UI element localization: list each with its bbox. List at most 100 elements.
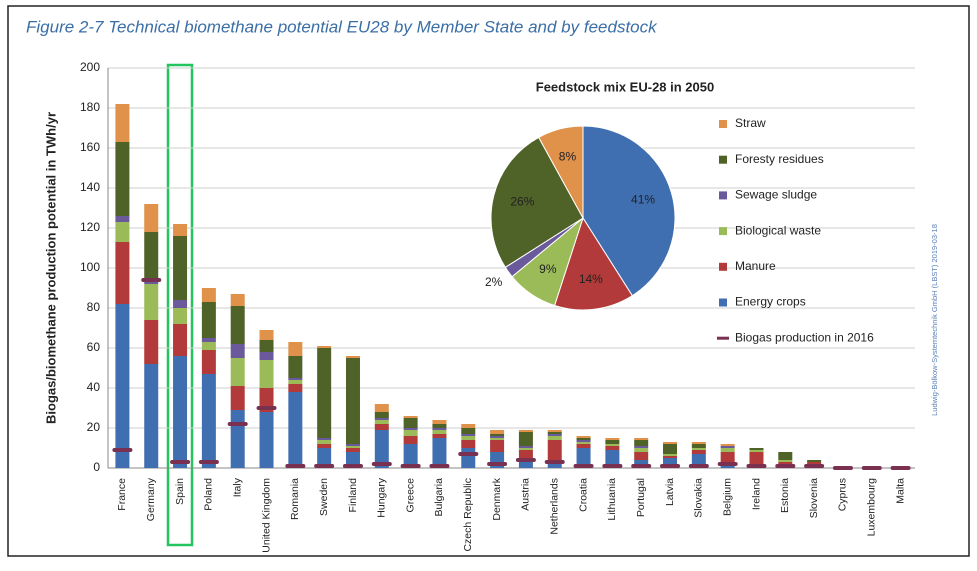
bar-segment (201, 342, 216, 350)
bar-segment (259, 360, 274, 388)
y-tick-label: 40 (87, 380, 101, 394)
bar-segment (547, 434, 562, 436)
bar-segment (461, 434, 476, 436)
bar-segment (144, 204, 159, 232)
x-tick-label: Poland (203, 478, 215, 511)
legend-swatch (719, 227, 727, 236)
bar-segment (749, 452, 764, 466)
legend-label: Energy crops (735, 295, 806, 309)
bar-segment (461, 448, 476, 468)
bar-segment (403, 428, 418, 430)
bar-segment (663, 444, 678, 454)
bar-segment (490, 436, 505, 438)
bar-segment (518, 450, 533, 458)
bar-segment (634, 438, 649, 440)
pie-slice (537, 125, 584, 219)
x-tick-label: Austria (520, 478, 532, 511)
x-tick-label: Belgium (721, 478, 733, 516)
bar-segment (518, 432, 533, 446)
x-tick-label: Romania (289, 478, 301, 520)
legend-label: Straw (735, 116, 766, 130)
x-tick-label: Germany (145, 477, 157, 521)
x-tick-label: Latvia (664, 478, 676, 506)
y-tick-label: 80 (87, 300, 101, 314)
bar-segment (201, 288, 216, 302)
bar-segment (230, 358, 245, 386)
bar-segment (288, 380, 303, 384)
bar-segment (461, 440, 476, 448)
bar-segment (317, 448, 332, 468)
bar-segment (720, 444, 735, 446)
legend-label: Sewage sludge (735, 188, 817, 202)
source-note: Ludwig-Bölkow-Systemtechnik GmbH (LBST) … (930, 224, 939, 416)
bar-segment (432, 438, 447, 468)
pie-label: 14% (579, 272, 603, 286)
bar-segment (173, 224, 188, 236)
bar-segment (749, 450, 764, 452)
bar-segment (605, 440, 620, 444)
bar-segment (230, 410, 245, 468)
x-tick-label: United Kingdom (260, 478, 272, 553)
x-tick-label: Malta (894, 478, 906, 504)
bar-segment (432, 424, 447, 428)
bar-segment (115, 304, 130, 468)
bar-segment (345, 448, 360, 452)
bar-segment (634, 440, 649, 446)
y-tick-label: 60 (87, 340, 101, 354)
bar-segment (634, 446, 649, 448)
legend-label: Foresty residues (735, 152, 824, 166)
y-tick-label: 0 (93, 460, 100, 474)
bar-segment (345, 356, 360, 358)
pie-label: 26% (510, 195, 534, 209)
bar-segment (778, 462, 793, 464)
y-tick-label: 100 (80, 260, 100, 274)
bar-segment (576, 448, 591, 468)
y-tick-label: 20 (87, 420, 101, 434)
chart-title: Figure 2-7 Technical biomethane potentia… (26, 17, 658, 36)
bar-segment (691, 442, 706, 444)
pie-title: Feedstock mix EU-28 in 2050 (536, 79, 714, 94)
legend-swatch (719, 262, 727, 271)
bar-segment (144, 320, 159, 364)
bar-segment (115, 142, 130, 216)
x-tick-label: Italy (231, 477, 243, 497)
bar-segment (230, 294, 245, 306)
bar-segment (663, 456, 678, 458)
bar-segment (490, 440, 505, 452)
bar-segment (518, 430, 533, 432)
bar-segment (518, 446, 533, 448)
bar-segment (403, 444, 418, 468)
pie-slice (490, 136, 584, 268)
bar-segment (576, 436, 591, 438)
bar-segment (288, 342, 303, 356)
bar-segment (115, 222, 130, 242)
bar-segment (144, 284, 159, 320)
bar-segment (576, 442, 591, 444)
legend-label: Biogas production in 2016 (735, 330, 874, 344)
bar-segment (201, 302, 216, 338)
x-tick-label: Spain (174, 478, 186, 505)
legend-swatch (719, 155, 727, 164)
bar-segment (432, 430, 447, 434)
legend-label: Biological waste (735, 223, 821, 237)
bar-segment (230, 344, 245, 358)
pie-slice (553, 216, 633, 311)
bar-segment (720, 446, 735, 448)
bar-segment (403, 430, 418, 436)
bar-segment (144, 232, 159, 278)
bar-segment (605, 450, 620, 468)
pie-label: 9% (539, 262, 557, 276)
legend-swatch (719, 191, 727, 200)
bar-segment (374, 424, 389, 430)
pie-slice (582, 125, 676, 297)
x-tick-label: Portugal (635, 478, 647, 517)
bar-segment (634, 448, 649, 452)
bar-segment (547, 440, 562, 460)
pie-label: 2% (485, 275, 503, 289)
y-tick-label: 140 (80, 180, 100, 194)
bar-segment (576, 444, 591, 448)
bar-segment (230, 306, 245, 344)
pie-label: 8% (559, 150, 577, 164)
y-tick-label: 120 (80, 220, 100, 234)
bar-segment (605, 446, 620, 450)
